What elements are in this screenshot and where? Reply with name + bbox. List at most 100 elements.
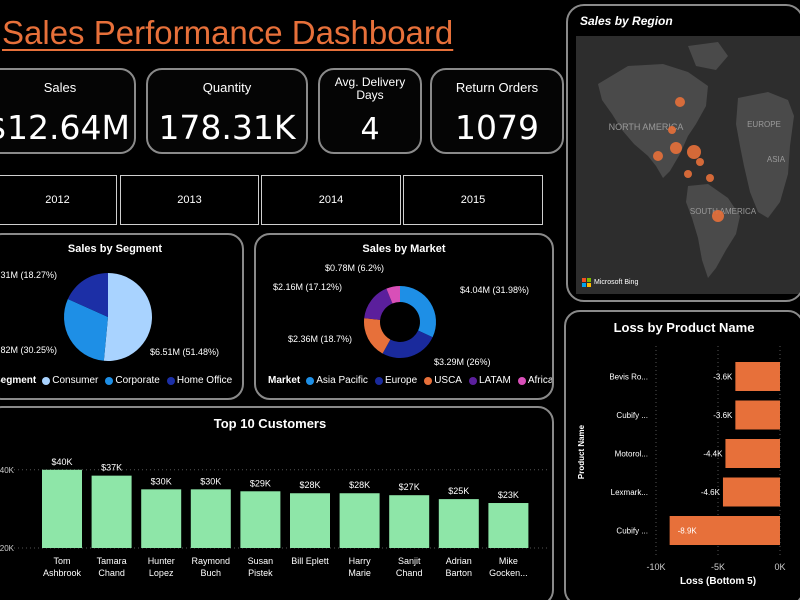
x-tick-label: Harry <box>349 556 371 566</box>
map-bubble <box>670 142 682 154</box>
segment-legend: Segment Consumer Corporate Home Office <box>0 375 233 386</box>
europe-africa-landmass <box>736 92 794 218</box>
pie-slice-home-office <box>67 273 108 317</box>
customer-bar <box>488 503 529 548</box>
pie-slice-corporate <box>64 298 108 361</box>
x-tick-label: Lopez <box>149 568 174 578</box>
map-label-asia: ASIA <box>767 155 786 164</box>
map-bubble <box>687 145 701 159</box>
market-chart-title: Sales by Market <box>362 243 446 255</box>
donut-slice-africa <box>386 286 400 304</box>
y-tick-label: Cubify ... <box>616 411 648 420</box>
map-title: Sales by Region <box>580 14 673 28</box>
greenland-landmass <box>688 42 728 70</box>
legend-item-africa[interactable]: Africa <box>517 375 552 386</box>
loss-by-product-panel: Loss by Product Name -10K -5K 0K Bevis Ro..… <box>564 310 800 600</box>
bar-value-label: $29K <box>250 478 271 488</box>
segment-pie-chart[interactable]: $6.51M (51.48%) $3.82M (30.25%) $2.31M (18… <box>0 235 244 400</box>
legend-item-home-office[interactable]: Home Office <box>166 375 232 386</box>
legend-item-corporate[interactable]: Corporate <box>105 375 160 386</box>
y-tick-label: Motorol... <box>615 450 648 459</box>
market-legend: Market Asia Pacific Europe USCA LATAM Af… <box>268 375 554 386</box>
donut-slice-usca <box>364 318 391 354</box>
x-tick-label: Sanjit <box>398 556 421 566</box>
x-tick-label: Chand <box>98 568 125 578</box>
market-donut-chart[interactable]: $4.04M (31.98%) $3.29M (26%) $2.36M (18.7%… <box>256 235 554 400</box>
x-tick-label: Tom <box>53 556 70 566</box>
year-button-2012[interactable]: 2012 <box>0 175 117 225</box>
legend-item-usca[interactable]: USCA <box>424 375 462 386</box>
map-label-europe: EUROPE <box>747 120 781 129</box>
x-tick-label: Barton <box>446 568 473 578</box>
x-axis-title: Loss (Bottom 5) <box>680 576 756 587</box>
donut-slice-europe <box>382 330 433 358</box>
bar-value-label: $25K <box>448 486 469 496</box>
customer-bar <box>290 493 330 548</box>
bar-value-label: -3.6K <box>713 373 733 382</box>
kpi-value: 178.31K <box>158 108 296 147</box>
customer-bar <box>339 493 380 548</box>
legend-item-asia-pacific[interactable]: Asia Pacific <box>306 375 368 386</box>
y-tick-label: Bevis Ro... <box>609 373 648 382</box>
year-button-2013[interactable]: 2013 <box>120 175 259 225</box>
bar-value-label: -4.4K <box>703 450 723 459</box>
x-tick-label: Hunter <box>148 556 175 566</box>
x-tick-label: -10K <box>646 562 665 572</box>
loss-bar <box>669 516 780 545</box>
kpi-value: $12.64M <box>0 108 130 147</box>
map-bubble <box>675 97 685 107</box>
x-tick-label: Buch <box>201 568 222 578</box>
x-tick-label: Marie <box>348 568 371 578</box>
legend-item-latam[interactable]: LATAM <box>468 375 511 386</box>
donut-slice-latam <box>364 288 393 320</box>
bar-value-label: $40K <box>51 457 72 467</box>
x-tick-label: -5K <box>711 562 725 572</box>
donut-slice-asia-pacific <box>400 286 436 338</box>
legend-item-consumer[interactable]: Consumer <box>42 375 98 386</box>
map-bubble <box>653 151 663 161</box>
bar-value-label: $30K <box>151 476 172 486</box>
map-bubble <box>696 158 704 166</box>
customer-bar <box>91 475 132 548</box>
kpi-label: Return Orders <box>455 80 539 95</box>
pie-slice-consumer <box>103 273 152 361</box>
x-tick-label: Bill Eplett <box>291 556 329 566</box>
loss-bar <box>722 477 780 507</box>
y-tick-label: Lexmark... <box>611 488 648 497</box>
sales-by-market-panel: Sales by Market $4.04M (31.98%) $3.29M (2… <box>254 233 554 400</box>
south-america-landmass <box>686 184 740 278</box>
map-label-south-america: SOUTH AMERICA <box>690 207 757 216</box>
pie-data-label: $2.31M (18.27%) <box>0 270 57 280</box>
x-tick-label: Raymond <box>192 556 231 566</box>
loss-bar <box>735 362 780 391</box>
top-customers-bar-chart[interactable]: $40K $20K $40K Tom Ashbrook $37K Tamara Chand $3… <box>0 408 554 600</box>
year-button-2014[interactable]: 2014 <box>261 175 401 225</box>
loss-bar-chart[interactable]: -10K -5K 0K Bevis Ro... -3.6K Cubify ... -3.6K… <box>566 312 800 600</box>
loss-bar <box>725 439 780 468</box>
legend-item-europe[interactable]: Europe <box>374 375 417 386</box>
customer-bar <box>190 489 231 548</box>
bar-value-label: $37K <box>101 463 122 473</box>
x-tick-label: Ashbrook <box>43 568 82 578</box>
bar-value-label: -4.6K <box>701 488 721 497</box>
y-tick-label: $20K <box>0 544 15 553</box>
world-map[interactable]: NORTH AMERICA EUROPE ASIA SOUTH AMERICA <box>568 6 800 302</box>
bar-value-label: $23K <box>498 490 519 500</box>
customer-bar <box>389 495 430 548</box>
pie-data-label: $6.51M (51.48%) <box>150 347 219 357</box>
kpi-label: Sales <box>43 80 77 95</box>
kpi-card-avg-delivery-days: Avg. Delivery Days 4 <box>318 68 422 154</box>
year-button-2015[interactable]: 2015 <box>403 175 543 225</box>
y-tick-label: $40K <box>0 466 15 475</box>
map-bubble <box>668 126 676 134</box>
kpi-card-sales: Sales $12.64M <box>0 68 136 154</box>
customer-bar <box>438 499 479 548</box>
x-tick-label: Gocken... <box>489 568 528 578</box>
loss-bar <box>735 400 780 430</box>
bar-value-label: $27K <box>399 482 420 492</box>
donut-data-label: $3.29M (26%) <box>434 357 491 367</box>
y-axis-title: Product Name <box>577 424 586 479</box>
x-tick-label: Mike <box>499 556 518 566</box>
x-tick-label: Chand <box>396 568 423 578</box>
kpi-value: 4 <box>360 112 380 147</box>
